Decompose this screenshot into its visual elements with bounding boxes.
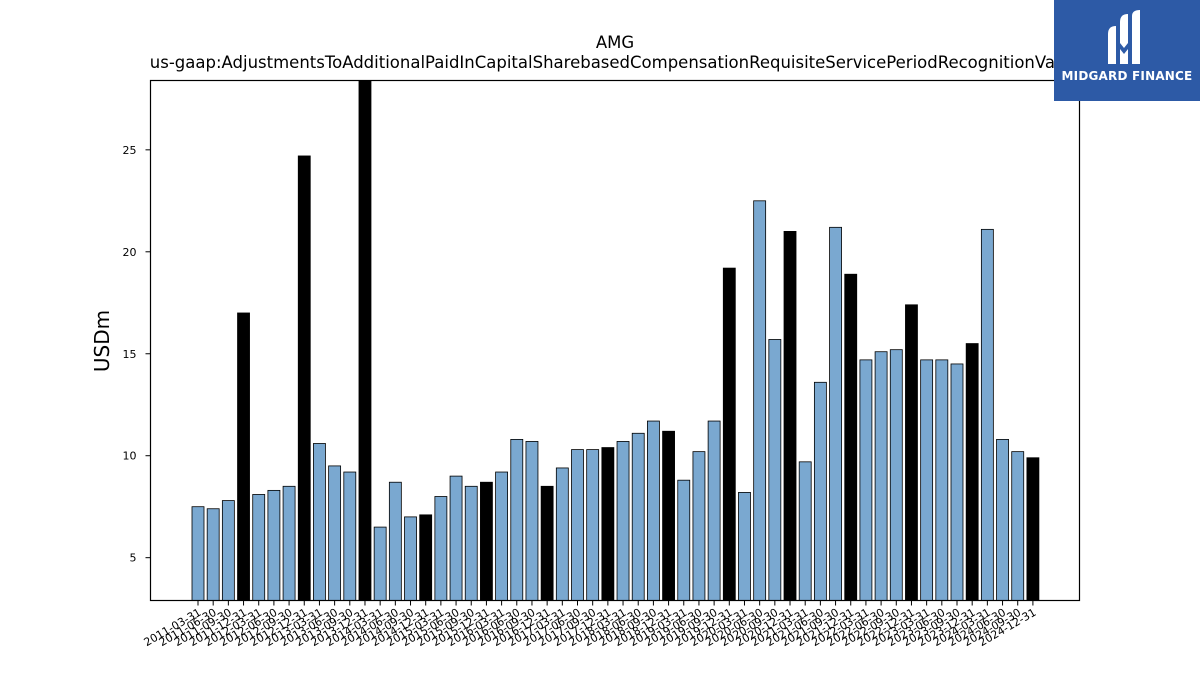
- bar-2024-09-30: [1011, 451, 1025, 601]
- bar-2013-06-30: [328, 465, 342, 601]
- bar-2017-03-31: [555, 467, 569, 601]
- bar-2017-09-30: [586, 449, 600, 601]
- bar-2014-09-30: [404, 516, 417, 601]
- chart-title: AMG: [596, 33, 634, 52]
- x-axis: 2011-03-312011-06-302011-09-302011-12-31…: [142, 600, 1038, 649]
- bar-2020-03-31: [738, 492, 751, 601]
- bar-2020-06-30: [753, 200, 767, 601]
- bar-2013-12-31: [358, 80, 372, 601]
- bar-2011-12-31: [237, 312, 250, 601]
- bar-2014-03-31: [373, 526, 387, 601]
- bar-2023-03-31: [920, 359, 934, 601]
- bar-2012-12-31: [297, 155, 311, 601]
- bar-2015-06-30: [449, 475, 463, 601]
- bar-2014-12-31: [419, 514, 433, 601]
- bar-2016-12-31: [540, 485, 554, 601]
- y-axis: 5 10 15 20 25: [123, 144, 151, 565]
- bar-2021-09-30: [829, 226, 842, 601]
- bar-2018-03-31: [616, 441, 630, 601]
- midgard-m-logo-icon: [1108, 10, 1140, 64]
- bar-2013-09-30: [343, 471, 357, 601]
- bar-2011-09-30: [221, 500, 235, 601]
- bar-2012-03-31: [252, 494, 266, 601]
- bar-2022-03-31: [859, 359, 873, 601]
- bar-2013-03-31: [313, 443, 326, 601]
- bar-2022-09-30: [889, 349, 903, 601]
- bar-2016-03-31: [495, 471, 509, 601]
- bar-2016-06-30: [510, 438, 524, 601]
- y-tick-label: 15: [123, 348, 137, 361]
- y-tick-label: 5: [130, 552, 137, 565]
- bar-2024-12-31: [1026, 457, 1040, 601]
- bar-2016-09-30: [525, 441, 539, 601]
- chart-subtitle: us-gaap:AdjustmentsToAdditionalPaidInCap…: [150, 53, 1080, 72]
- bar-2021-12-31: [844, 273, 858, 601]
- bar-2021-03-31: [798, 461, 812, 601]
- bars-group: [191, 80, 1040, 601]
- bar-2020-09-30: [768, 339, 782, 601]
- bar-2012-06-30: [267, 489, 281, 601]
- bar-2017-06-30: [571, 449, 584, 601]
- y-tick-label: 25: [123, 144, 137, 157]
- bar-2011-03-31: [191, 506, 205, 601]
- bar-2019-09-30: [707, 420, 721, 601]
- bar-2024-03-31: [980, 228, 994, 601]
- logo-wordmark: MIDGARD FINANCE: [1061, 69, 1193, 83]
- bar-2015-12-31: [480, 481, 493, 601]
- y-axis-label: USDm: [90, 310, 114, 372]
- bar-2012-09-30: [282, 485, 296, 601]
- bar-2018-06-30: [631, 432, 645, 601]
- y-tick-label: 10: [123, 450, 137, 463]
- bar-2018-12-31: [662, 430, 675, 601]
- bar-2021-06-30: [813, 381, 827, 601]
- bar-2022-12-31: [905, 304, 918, 601]
- bar-2011-06-30: [206, 508, 220, 601]
- bar-2015-03-31: [434, 496, 448, 601]
- bar-2019-03-31: [677, 479, 691, 601]
- plot-frame: [149, 79, 1081, 602]
- bar-2023-12-31: [965, 343, 979, 601]
- bar-2015-09-30: [464, 485, 478, 601]
- bar-2023-09-30: [950, 363, 964, 601]
- bar-2019-06-30: [692, 451, 706, 601]
- bar-2018-09-30: [647, 420, 660, 601]
- midgard-finance-logo: MIDGARD FINANCE: [1054, 0, 1200, 101]
- bar-2014-06-30: [388, 481, 402, 601]
- bar-2019-12-31: [722, 267, 736, 601]
- y-tick-label: 20: [123, 246, 137, 259]
- bar-2017-12-31: [601, 447, 615, 601]
- bar-2020-12-31: [783, 230, 797, 601]
- bar-2023-06-30: [935, 359, 949, 601]
- bar-2024-06-30: [996, 438, 1009, 601]
- bar-2022-06-30: [874, 351, 888, 601]
